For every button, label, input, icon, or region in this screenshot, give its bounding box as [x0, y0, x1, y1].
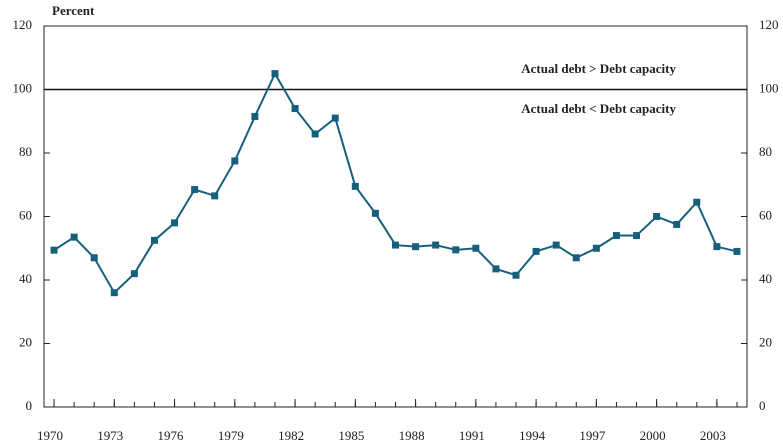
data-point [110, 289, 118, 297]
data-point [50, 246, 58, 254]
data-point [673, 220, 681, 228]
x-tick-label: 2003 [700, 428, 726, 443]
y-tick-label: 0 [26, 398, 33, 413]
x-tick-label: 1988 [399, 428, 425, 443]
data-point [452, 246, 460, 254]
y-tick-label: 80 [19, 144, 32, 159]
y-axis-label: Percent [52, 3, 95, 18]
data-point [291, 105, 299, 113]
x-tick-label: 1991 [459, 428, 485, 443]
x-tick-label: 1985 [338, 428, 364, 443]
y2-tick-label: 120 [759, 17, 779, 32]
data-point [733, 247, 741, 255]
data-point [552, 241, 560, 249]
y-tick-label: 60 [19, 207, 32, 222]
data-point [150, 236, 158, 244]
data-point [512, 271, 520, 279]
data-point [612, 232, 620, 240]
data-point [492, 265, 500, 273]
x-tick-label: 1976 [158, 428, 185, 443]
data-point [311, 130, 319, 138]
data-point [412, 243, 420, 251]
data-point [472, 244, 480, 252]
y2-tick-label: 100 [759, 80, 779, 95]
data-point [191, 186, 199, 194]
x-tick-label: 1970 [37, 428, 63, 443]
data-point [693, 198, 701, 206]
data-point [351, 182, 359, 190]
data-point [592, 244, 600, 252]
y2-tick-label: 0 [759, 398, 766, 413]
y-tick-label: 120 [13, 17, 33, 32]
data-point [713, 243, 721, 251]
data-point [271, 70, 279, 78]
annotation: Actual debt < Debt capacity [521, 101, 676, 116]
data-point [572, 254, 580, 262]
data-point [653, 213, 661, 220]
plot-frame [43, 25, 748, 408]
x-tick-label: 1979 [218, 428, 244, 443]
y-tick-label: 100 [13, 80, 33, 95]
y2-tick-label: 40 [759, 271, 772, 286]
x-tick-label: 2000 [640, 428, 666, 443]
data-point [171, 219, 179, 227]
y-tick-label: 20 [19, 334, 32, 349]
data-point [231, 157, 239, 165]
data-point [251, 112, 259, 120]
data-point [392, 241, 399, 249]
x-tick-label: 1997 [579, 428, 606, 443]
data-point [532, 247, 540, 255]
data-point [331, 114, 339, 122]
y-tick-label: 40 [19, 271, 32, 286]
data-point [633, 232, 641, 240]
annotation: Actual debt > Debt capacity [521, 61, 676, 76]
data-point [90, 254, 98, 262]
data-point [371, 209, 379, 217]
x-tick-label: 1973 [97, 428, 123, 443]
y2-tick-label: 20 [759, 334, 772, 349]
data-point [211, 192, 219, 200]
y2-tick-label: 60 [759, 207, 772, 222]
x-tick-label: 1994 [519, 428, 546, 443]
data-point [432, 241, 440, 249]
data-point [130, 270, 138, 278]
x-tick-label: 1982 [278, 428, 304, 443]
data-point [70, 233, 78, 241]
y2-tick-label: 80 [759, 144, 772, 159]
